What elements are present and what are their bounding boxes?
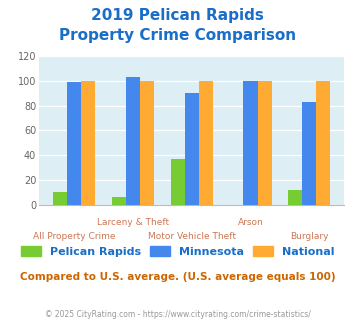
Bar <box>140 81 154 205</box>
Bar <box>81 81 95 205</box>
Bar <box>288 190 302 205</box>
Bar <box>126 77 140 205</box>
Text: Larceny & Theft: Larceny & Theft <box>97 218 169 227</box>
Bar <box>53 192 67 205</box>
Bar <box>185 93 199 205</box>
Bar <box>302 102 316 205</box>
Bar <box>67 82 81 205</box>
Text: Arson: Arson <box>237 218 263 227</box>
Text: © 2025 CityRating.com - https://www.cityrating.com/crime-statistics/: © 2025 CityRating.com - https://www.city… <box>45 310 310 319</box>
Bar <box>244 81 258 205</box>
Bar <box>199 81 213 205</box>
Legend: Pelican Rapids, Minnesota, National: Pelican Rapids, Minnesota, National <box>17 242 338 261</box>
Text: Compared to U.S. average. (U.S. average equals 100): Compared to U.S. average. (U.S. average … <box>20 272 335 282</box>
Text: 2019 Pelican Rapids: 2019 Pelican Rapids <box>91 8 264 23</box>
Bar <box>258 81 272 205</box>
Text: Property Crime Comparison: Property Crime Comparison <box>59 28 296 43</box>
Text: All Property Crime: All Property Crime <box>33 232 115 241</box>
Bar <box>170 159 185 205</box>
Bar <box>316 81 331 205</box>
Text: Burglary: Burglary <box>290 232 329 241</box>
Text: Motor Vehicle Theft: Motor Vehicle Theft <box>148 232 236 241</box>
Bar <box>112 197 126 205</box>
